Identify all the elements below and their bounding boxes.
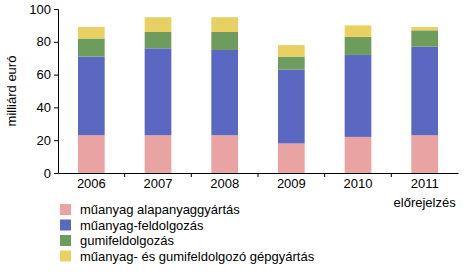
bar: [411, 30, 438, 46]
tick-label: 80: [37, 34, 51, 49]
bar: [145, 48, 172, 135]
tick-label: 0: [44, 166, 51, 181]
bar: [78, 27, 105, 38]
tick-label: 2006: [77, 176, 106, 191]
y-axis: 0 20 40 60 80 100: [29, 2, 58, 181]
legend-label: műanyag- és gumifeldolgozó gépgyártás: [80, 249, 315, 264]
bar: [345, 137, 372, 173]
tick-label: 2010: [344, 176, 373, 191]
legend-swatch: [60, 251, 71, 262]
tick-mark: [54, 107, 58, 108]
legend-label: gumifeldolgozás: [80, 233, 174, 248]
tick-label: 100: [29, 2, 51, 17]
bar: [345, 25, 372, 36]
bar: [211, 50, 238, 135]
series: [78, 47, 438, 144]
tick: 2006: [77, 173, 106, 191]
bar: [278, 57, 305, 70]
tick: 0: [44, 166, 58, 181]
series: [78, 17, 438, 56]
legend: műanyag alapanyaggyártásműanyag-feldolgo…: [60, 202, 315, 264]
bar: [211, 135, 238, 173]
bar: [345, 55, 372, 137]
bars: [78, 17, 438, 173]
tick-label: 40: [37, 100, 51, 115]
annotation: előrejelzés: [394, 195, 457, 210]
tick-mark: [54, 140, 58, 141]
bar: [278, 45, 305, 56]
tick-mark: [54, 75, 58, 76]
bar: [278, 143, 305, 173]
tick-label: 2009: [277, 176, 306, 191]
tick-label: 2008: [210, 176, 239, 191]
legend-label: műanyag alapanyaggyártás: [80, 202, 240, 217]
bar: [78, 57, 105, 136]
tick-mark: [54, 42, 58, 43]
bar: [345, 37, 372, 55]
x-axis: 2006 2007 2008 2009 2010 2011: [59, 173, 459, 191]
axis-line: [54, 10, 59, 174]
chart: 0 20 40 60 80 100 2006 2007 2008 2009 2010 2011 előr…: [0, 0, 464, 272]
tick-mark: [54, 173, 58, 174]
tick-label: 2007: [144, 176, 173, 191]
bar: [411, 27, 438, 30]
separators: [125, 173, 392, 177]
bar: [145, 135, 172, 173]
series: [78, 135, 438, 173]
separator: [324, 173, 325, 177]
bar: [411, 135, 438, 173]
tick: 2011: [411, 173, 439, 191]
tick: 2007: [144, 173, 173, 191]
separator: [191, 173, 192, 177]
tick-label: 20: [37, 133, 51, 148]
bar: [145, 32, 172, 48]
bar: [78, 39, 105, 57]
y-axis-title: milliárd euró: [4, 56, 19, 127]
bar: [78, 135, 105, 173]
separator: [258, 173, 259, 177]
legend-swatch: [60, 204, 71, 215]
bar: [145, 17, 172, 32]
tick: 2009: [277, 173, 306, 191]
tick: 2010: [344, 173, 373, 191]
tick: 40: [37, 100, 58, 115]
tick: 80: [37, 34, 58, 49]
legend-label: műanyag-feldolgozás: [80, 218, 204, 233]
tick: 20: [37, 133, 58, 148]
separator: [391, 173, 392, 177]
bar: [411, 47, 438, 136]
tick-label: 60: [37, 67, 51, 82]
series: [78, 30, 438, 69]
legend-swatch: [60, 235, 71, 246]
bar: [278, 70, 305, 144]
tick: 100: [29, 2, 58, 17]
bar: [211, 32, 238, 50]
bar: [211, 17, 238, 32]
separator: [124, 173, 125, 177]
tick-label: 2011: [411, 176, 439, 191]
tick: 2008: [210, 173, 239, 191]
tick-mark: [54, 9, 58, 10]
legend-swatch: [60, 220, 71, 231]
tick: 60: [37, 67, 58, 82]
